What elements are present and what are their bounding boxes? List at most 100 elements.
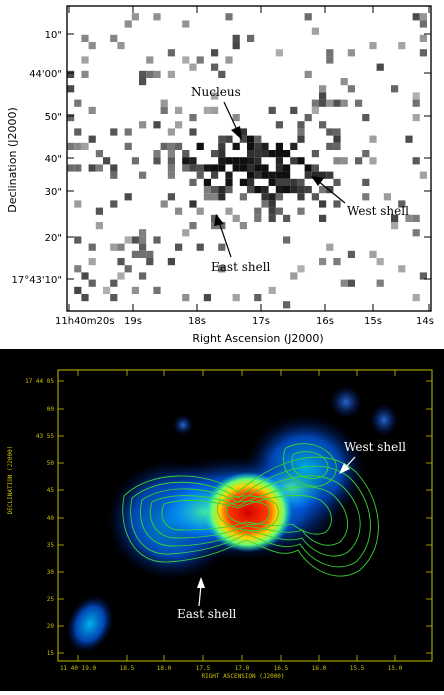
xray-pixel: [196, 207, 204, 215]
xray-pixel: [247, 135, 255, 143]
top-y-tick-label: 44'00": [29, 69, 62, 80]
xray-pixel: [211, 186, 219, 194]
xray-pixel: [304, 171, 312, 179]
xray-pixel: [139, 236, 147, 244]
xray-pixel: [254, 164, 262, 172]
west-shell-arrowhead-top: [311, 176, 324, 186]
xray-pixel: [290, 186, 298, 194]
xray-pixel: [225, 186, 233, 194]
xray-pixel: [247, 186, 255, 194]
xray-pixel: [160, 99, 168, 107]
xray-pixel: [419, 34, 427, 42]
xray-pixel: [218, 150, 226, 158]
xray-pixel: [211, 171, 219, 179]
xray-pixel: [391, 222, 399, 230]
xray-pixel: [218, 164, 226, 172]
xray-pixel: [131, 157, 139, 165]
xray-pixel: [268, 150, 276, 158]
xray-pixel: [326, 142, 334, 150]
xray-pixel: [139, 243, 147, 251]
xray-pixel: [146, 56, 154, 64]
top-axis-ticks: [67, 6, 431, 311]
xray-pixel: [297, 207, 305, 215]
xray-pixel: [211, 164, 219, 172]
xray-pixel: [182, 20, 190, 28]
xray-pixel: [81, 294, 89, 302]
xray-pixel: [405, 135, 413, 143]
xray-pixel: [261, 193, 269, 201]
xray-pixel: [268, 214, 276, 222]
xray-pixel: [297, 135, 305, 143]
xray-pixel: [189, 114, 197, 122]
bottom-y-tick-labels: 17 44 05 00 43 55 50 45 40 35 30 25 20 1…: [25, 378, 54, 657]
bottom-y-tick-label: 30: [47, 569, 55, 576]
xray-pixel: [333, 200, 341, 208]
xray-pixel: [95, 207, 103, 215]
radio-contours: [122, 443, 379, 577]
xray-pixel: [283, 178, 291, 186]
xray-pixel: [117, 272, 125, 280]
xray-pixel: [254, 207, 262, 215]
xray-pixel: [355, 99, 363, 107]
xray-pixel: [362, 193, 370, 201]
xray-pixel: [239, 222, 247, 230]
xray-pixel: [203, 294, 211, 302]
xray-pixel: [275, 150, 283, 158]
xray-pixel: [347, 279, 355, 287]
xray-pixel: [283, 301, 291, 309]
xray-pixel: [268, 106, 276, 114]
xray-pixel: [153, 121, 161, 129]
xray-pixel: [268, 178, 276, 186]
xray-pixel: [167, 150, 175, 158]
xray-pixel: [261, 150, 269, 158]
xray-pixel: [239, 178, 247, 186]
xray-pixel: [74, 142, 82, 150]
xray-pixel: [383, 193, 391, 201]
xray-pixel: [139, 229, 147, 237]
xray-pixel: [326, 186, 334, 194]
bottom-y-tick-label: 50: [47, 460, 55, 467]
xray-pixel: [369, 250, 377, 258]
xray-pixel: [67, 85, 75, 93]
bottom-x-tick-label: 16.0: [312, 665, 327, 672]
bottom-x-tick-label: 18.0: [157, 665, 172, 672]
xray-pixel: [333, 128, 341, 136]
xray-pixel: [74, 265, 82, 273]
xray-pixel: [275, 157, 283, 165]
top-x-tick-labels: 11h40m20s 19s 18s 17s 16s 15s 14s: [55, 316, 434, 327]
xray-pixel: [247, 178, 255, 186]
xray-pixel: [88, 106, 96, 114]
bottom-y-tick-label: 17 44 05: [25, 378, 54, 385]
xray-pixel: [311, 150, 319, 158]
xray-pixel: [247, 164, 255, 172]
xray-pixel: [412, 114, 420, 122]
xray-pixel: [88, 42, 96, 50]
xray-pixel: [182, 150, 190, 158]
xray-pixel: [326, 56, 334, 64]
xray-pixel: [275, 207, 283, 215]
xray-pixel: [239, 157, 247, 165]
xray-pixel: [160, 200, 168, 208]
xray-pixel: [362, 114, 370, 122]
xray-pixel: [189, 128, 197, 136]
xray-pixel: [311, 193, 319, 201]
xray-pixel: [81, 56, 89, 64]
xray-pixel: [311, 164, 319, 172]
xray-pixel: [74, 236, 82, 244]
xray-pixel: [319, 99, 327, 107]
xray-pixel: [376, 63, 384, 71]
xray-pixel: [261, 142, 269, 150]
xray-pixel: [297, 265, 305, 273]
xray-pixel: [290, 272, 298, 280]
xray-pixel: [326, 99, 334, 107]
xray-pixel: [275, 171, 283, 179]
top-x-tick-label: 15s: [364, 316, 382, 327]
top-y-axis-label: Declination (J2000): [6, 107, 19, 213]
xray-pixel: [347, 49, 355, 57]
bottom-y-tick-label: 15: [47, 650, 55, 657]
xray-pixel: [369, 135, 377, 143]
xray-pixel: [110, 164, 118, 172]
xray-pixel: [412, 99, 420, 107]
bottom-y-tick-label: 45: [47, 487, 55, 494]
xray-pixel: [319, 92, 327, 100]
